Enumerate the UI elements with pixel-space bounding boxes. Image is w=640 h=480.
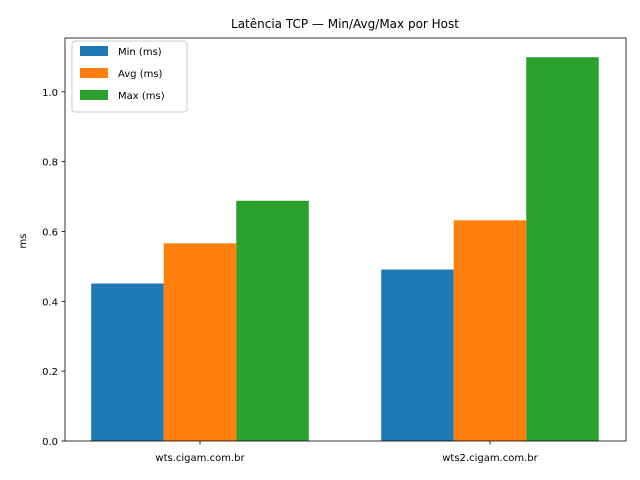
y-tick-label: 0.8 (42, 158, 58, 169)
y-tick-label: 0.4 (42, 297, 58, 308)
bar-1-1 (91, 283, 164, 441)
plot-area: 0.0 0.2 0.4 0.6 0.8 1.0 wts.cigam.com.br wts2.c… (42, 37, 627, 464)
bar-3-2 (526, 57, 599, 442)
x-tick-label: wts2.cigam.com.br (442, 453, 538, 464)
axes-frame (64, 37, 627, 442)
legend-swatch (80, 90, 108, 100)
legend-label: Avg (ms) (118, 69, 163, 80)
legend-swatch (80, 46, 108, 56)
y-tick-label: 0.0 (42, 437, 58, 448)
y-tick-label: 0.2 (42, 367, 58, 378)
bar-3-1 (236, 200, 309, 441)
legend-label: Min (ms) (118, 47, 162, 58)
x-tick-label: wts.cigam.com.br (155, 453, 245, 464)
bar-2-1 (163, 243, 237, 441)
chart-title: Latência TCP — Min/Avg/Max por Host (231, 17, 459, 31)
y-tick-label: 0.6 (42, 227, 58, 238)
legend: Min (ms) Avg (ms) Max (ms) (71, 40, 188, 113)
y-tick-label: 1.0 (42, 88, 58, 99)
legend-swatch (80, 68, 108, 78)
bar-1-2 (381, 269, 454, 441)
bar-2-2 (453, 220, 527, 441)
legend-label: Max (ms) (118, 91, 165, 102)
y-axis-label: ms (18, 234, 29, 249)
